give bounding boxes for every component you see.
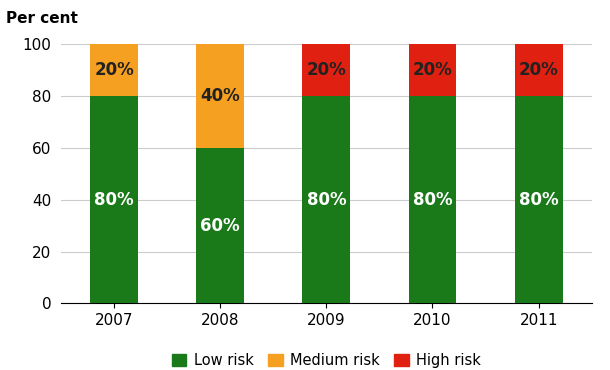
Bar: [90, 96, 138, 303]
Text: 20%: 20%: [518, 61, 559, 79]
Text: 40%: 40%: [200, 87, 240, 105]
Bar: [303, 96, 350, 303]
Bar: [515, 96, 562, 303]
Text: 60%: 60%: [201, 217, 240, 235]
Bar: [409, 44, 456, 96]
Legend: Low risk, Medium risk, High risk: Low risk, Medium risk, High risk: [166, 347, 487, 370]
Text: 80%: 80%: [307, 191, 346, 209]
Bar: [515, 44, 562, 96]
Bar: [409, 96, 456, 303]
Text: 20%: 20%: [94, 61, 134, 79]
Bar: [90, 44, 138, 96]
Text: 80%: 80%: [413, 191, 452, 209]
Text: 80%: 80%: [519, 191, 558, 209]
Bar: [303, 44, 350, 96]
Bar: [196, 44, 244, 148]
Text: 20%: 20%: [412, 61, 453, 79]
Text: 20%: 20%: [306, 61, 346, 79]
Text: 80%: 80%: [95, 191, 134, 209]
Text: Per cent: Per cent: [6, 11, 78, 26]
Bar: [196, 148, 244, 303]
